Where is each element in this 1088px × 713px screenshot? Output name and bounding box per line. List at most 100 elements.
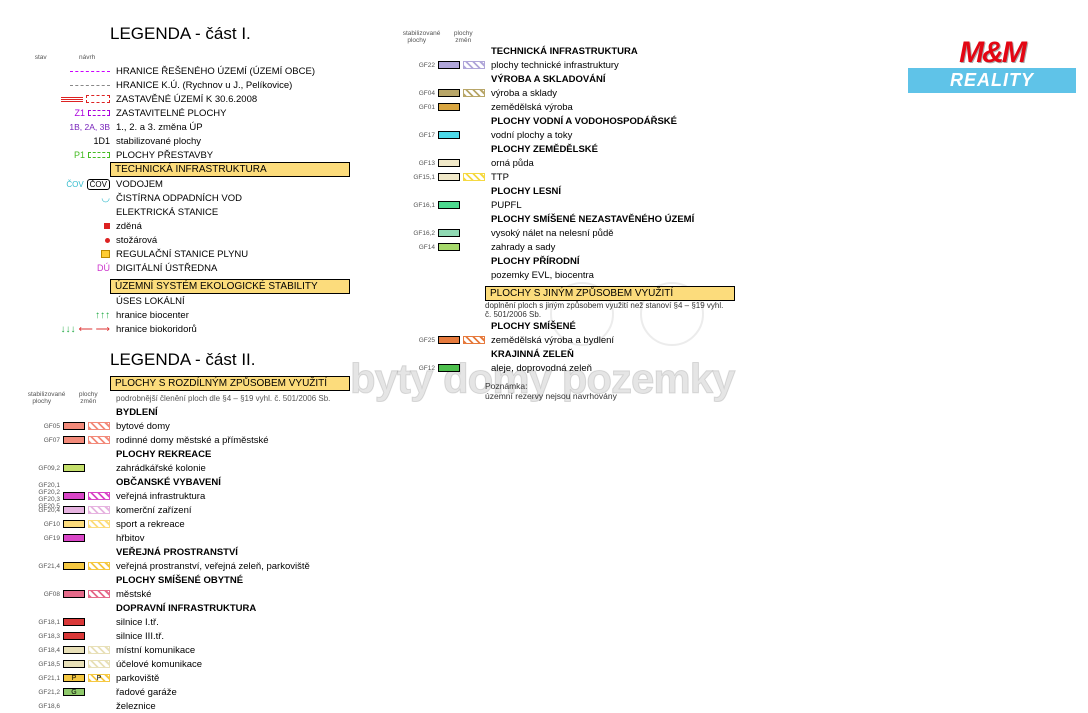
legend-label: zděná: [116, 220, 380, 233]
legend-row: zděná: [20, 219, 380, 233]
swatch-stable: [438, 173, 460, 181]
note3-label: Poznámka:: [485, 381, 735, 391]
legend-label: PLOCHY PŘESTAVBY: [116, 149, 380, 162]
legend-row: ELEKTRICKÁ STANICE: [20, 205, 380, 219]
band-uses: ÚZEMNÍ SYSTÉM EKOLOGICKÉ STABILITY: [110, 279, 350, 294]
item-label: veřejná infrastruktura: [116, 490, 380, 503]
swatch-stable: [63, 520, 85, 528]
legend-label: stabilizované plochy: [116, 135, 380, 148]
swatch-stable: [438, 131, 460, 139]
swatch-stable: [438, 201, 460, 209]
group-header: BYDLENÍ: [20, 405, 380, 419]
item-label: silnice I.tř.: [116, 616, 380, 629]
item-code: GF07: [36, 437, 60, 444]
legend-item: GF17vodní plochy a toky: [395, 128, 735, 142]
item-label: orná půda: [491, 157, 735, 170]
legend-label: ELEKTRICKÁ STANICE: [116, 206, 380, 219]
item-label: výroba a sklady: [491, 87, 735, 100]
group-label: PLOCHY PŘÍRODNÍ: [491, 255, 735, 268]
band-technical: TECHNICKÁ INFRASTRUKTURA: [110, 162, 350, 177]
swatch-stable: [63, 660, 85, 668]
legend-item: GF04výroba a sklady: [395, 86, 735, 100]
swatch-stable: [438, 243, 460, 251]
swatch-stable: [63, 590, 85, 598]
legend-item: GF16,1PUPFL: [395, 198, 735, 212]
swatch-change: P: [88, 674, 110, 682]
group-header: VÝROBA A SKLADOVÁNÍ: [395, 72, 735, 86]
legend-item: GF18,5účelové komunikace: [20, 657, 380, 671]
legend-row: ↑↑↑hranice biocenter: [20, 308, 380, 322]
swatch-stable: [438, 336, 460, 344]
swatch-stable: [63, 422, 85, 430]
legend-row: ↓↓↓⟵ ⟶hranice biokoridorů: [20, 322, 380, 336]
logo-text-bottom: REALITY: [908, 68, 1076, 93]
group-header: PLOCHY SMÍŠENÉ: [395, 319, 735, 333]
item-label: rodinné domy městské a příměstské: [116, 434, 380, 447]
item-code: GF01: [411, 104, 435, 111]
group-label: BYDLENÍ: [116, 406, 380, 419]
legend-label: hranice biocenter: [116, 309, 380, 322]
legend-item: GF21,1PPparkoviště: [20, 671, 380, 685]
legend-item: GF18,1 silnice I.tř.: [20, 615, 380, 629]
item-code: GF17: [411, 132, 435, 139]
swatch-stable: [63, 492, 85, 500]
item-code: GF18,1: [36, 619, 60, 626]
group-header: KRAJINNÁ ZELEŇ: [395, 347, 735, 361]
legend-row: P1PLOCHY PŘESTAVBY: [20, 148, 380, 162]
legend-row: ÚSES LOKÁLNÍ: [20, 294, 380, 308]
legend-row: ZASTAVĚNÉ ÚZEMÍ K 30.6.2008: [20, 92, 380, 106]
group-header: PLOCHY ZEMĚDĚLSKÉ: [395, 142, 735, 156]
item-label: vysoký nálet na nelesní půdě: [491, 227, 735, 240]
group-label: KRAJINNÁ ZELEŇ: [491, 348, 735, 361]
item-label: zahrady a sady: [491, 241, 735, 254]
legend-label: ZASTAVITELNÉ PLOCHY: [116, 107, 380, 120]
group-label: VEŘEJNÁ PROSTRANSTVÍ: [116, 546, 380, 559]
group-label: OBČANSKÉ VYBAVENÍ: [116, 476, 380, 489]
item-code: GF15,1: [411, 174, 435, 181]
legend-item: GF18,4místní komunikace: [20, 643, 380, 657]
swatch-stable: P: [63, 674, 85, 682]
item-code: GF10: [36, 521, 60, 528]
group-label: PLOCHY REKREACE: [116, 448, 380, 461]
item-label: komerční zařízení: [116, 504, 380, 517]
swatch-change: [463, 61, 485, 69]
note: podrobnější členění ploch dle §4 – §19 v…: [116, 392, 380, 405]
item-code: GF21,4: [36, 563, 60, 570]
item-label: pozemky EVL, biocentra: [491, 269, 735, 282]
group-label: PLOCHY LESNÍ: [491, 185, 735, 198]
note2: doplnění ploch s jiným způsobem využití …: [485, 301, 735, 319]
swatch-change: [463, 336, 485, 344]
logo-text-top: M&M: [908, 38, 1076, 68]
group-label: VÝROBA A SKLADOVÁNÍ: [491, 73, 735, 86]
swatch-stable: [438, 159, 460, 167]
legend-label: ZASTAVĚNÉ ÚZEMÍ K 30.6.2008: [116, 93, 380, 106]
legend-item: pozemky EVL, biocentra: [395, 268, 735, 282]
item-code: GF18,3: [36, 633, 60, 640]
swatch-stable: [438, 89, 460, 97]
swatch-stable: [63, 618, 85, 626]
item-label: silnice III.tř.: [116, 630, 380, 643]
swatch-stable: [438, 61, 460, 69]
legend-row: Z1ZASTAVITELNÉ PLOCHY: [20, 106, 380, 120]
legend-item: GF09,2zahrádkářské kolonie: [20, 461, 380, 475]
legend-label: DIGITÁLNÍ ÚSTŘEDNA: [116, 262, 380, 275]
legend-label: ÚSES LOKÁLNÍ: [116, 295, 380, 308]
group-label: PLOCHY VODNÍ A VODOHOSPODÁŘSKÉ: [491, 115, 735, 128]
item-code: GF22: [411, 62, 435, 69]
legend-item: GF15,1TTP: [395, 170, 735, 184]
group-header: PLOCHY SMÍŠENÉ OBYTNÉ: [20, 573, 380, 587]
legend-item: GF20,1 GF20,2 GF20,3 GF20,5veřejná infra…: [20, 489, 380, 503]
hdr-stab2: stabilizované plochy: [403, 30, 431, 44]
swatch-change: [88, 422, 110, 430]
item-code: GF09,2: [36, 465, 60, 472]
legend-row: stožárová: [20, 233, 380, 247]
legend-item: GF13orná půda: [395, 156, 735, 170]
logo: M&M REALITY: [908, 38, 1076, 100]
legend-item: GF18,3 silnice III.tř.: [20, 629, 380, 643]
item-code: GF21,1: [36, 675, 60, 682]
item-label: veřejná prostranství, veřejná zeleň, par…: [116, 560, 380, 573]
item-code: GF18,5: [36, 661, 60, 668]
group-label: PLOCHY SMÍŠENÉ OBYTNÉ: [116, 574, 380, 587]
item-label: hřbitov: [116, 532, 380, 545]
note3: územní rezervy nejsou navrhovány: [485, 391, 735, 401]
